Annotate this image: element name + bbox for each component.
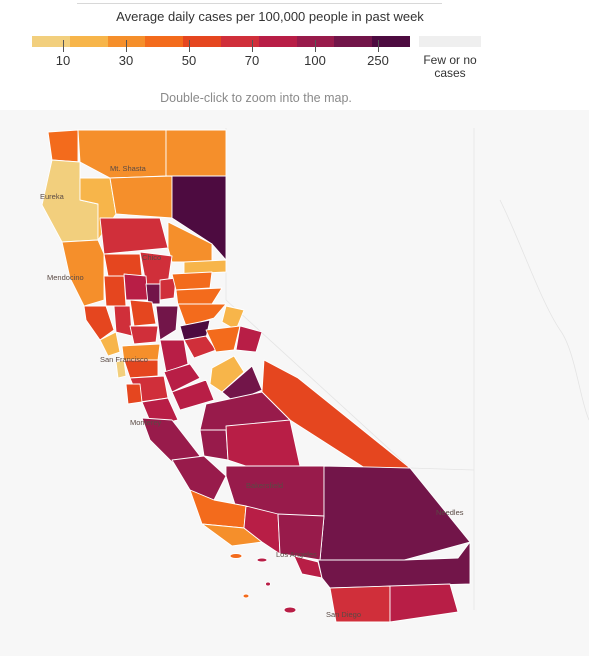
county[interactable] <box>165 129 227 177</box>
county[interactable] <box>171 271 213 291</box>
county[interactable] <box>109 175 173 219</box>
county[interactable] <box>115 359 127 379</box>
county[interactable] <box>199 429 229 461</box>
county[interactable] <box>243 505 281 555</box>
legend-no-data-swatch <box>419 36 481 47</box>
city-label-mendocino: Mendocino <box>47 273 84 282</box>
island <box>229 553 243 559</box>
city-label-monterey: Monterey <box>130 418 162 427</box>
county[interactable] <box>159 277 177 301</box>
county[interactable] <box>129 299 157 327</box>
legend-tick-label: 250 <box>367 53 389 68</box>
legend-no-data-label: Few or no cases <box>423 53 477 80</box>
legend-swatch-6 <box>220 36 259 47</box>
county[interactable] <box>277 513 325 561</box>
legend-swatch-2 <box>69 36 108 47</box>
island <box>265 581 271 587</box>
city-label-chico: Chico <box>142 253 161 262</box>
county[interactable] <box>177 303 227 327</box>
city-label-mt-shasta: Mt. Shasta <box>110 164 147 173</box>
legend-title: Average daily cases per 100,000 people i… <box>116 9 424 24</box>
county[interactable] <box>113 305 133 337</box>
legend-swatch-10 <box>372 36 410 47</box>
island <box>256 557 268 563</box>
county[interactable] <box>171 379 215 411</box>
county[interactable] <box>145 283 161 305</box>
legend-swatch-7 <box>258 36 297 47</box>
city-label-san-diego: San Diego <box>326 610 361 619</box>
legend-color-scale <box>32 36 410 47</box>
legend-tick-label: 10 <box>55 53 71 68</box>
city-label-bakersfield: Bakersfield <box>246 481 283 490</box>
county[interactable] <box>103 253 143 277</box>
legend-tick-label: 30 <box>118 53 134 68</box>
island <box>283 606 297 614</box>
county[interactable] <box>99 217 169 255</box>
legend-tick-50 <box>189 40 190 52</box>
county[interactable] <box>125 383 143 405</box>
city-label-san-francisco: San Francisco <box>100 355 148 364</box>
county[interactable] <box>183 259 227 275</box>
city-label-needles: Needles <box>436 508 464 517</box>
california-map[interactable]: Mt. Shasta Eureka Chico Mendocino San Fr… <box>0 110 589 656</box>
city-label-eureka: Eureka <box>40 192 65 201</box>
county[interactable] <box>235 325 263 353</box>
county[interactable] <box>205 325 241 353</box>
county[interactable] <box>47 129 79 163</box>
county[interactable] <box>61 239 105 307</box>
neighbor-state-borders <box>225 128 589 610</box>
city-label-los-angeles: Los Angeles <box>276 550 317 559</box>
county[interactable] <box>225 419 301 467</box>
legend-tick-70 <box>252 40 253 52</box>
island <box>242 593 250 599</box>
legend-swatch-4 <box>145 36 184 47</box>
legend-swatch-1 <box>32 36 70 47</box>
legend-tick-label: 100 <box>304 53 326 68</box>
legend-tick-100 <box>315 40 316 52</box>
legend-swatch-9 <box>334 36 373 47</box>
county-layer <box>41 129 471 623</box>
legend-tick-30 <box>126 40 127 52</box>
county[interactable] <box>123 273 149 301</box>
legend-swatch-5 <box>183 36 221 47</box>
county[interactable] <box>129 325 159 345</box>
county[interactable] <box>99 331 121 357</box>
county[interactable] <box>171 175 227 261</box>
county[interactable] <box>103 275 127 307</box>
county[interactable] <box>159 339 189 373</box>
county[interactable] <box>317 541 471 589</box>
legend-tick-label: 50 <box>181 53 197 68</box>
county[interactable] <box>389 583 459 623</box>
county[interactable] <box>155 305 179 341</box>
top-divider <box>77 0 442 4</box>
legend-tick-250 <box>378 40 379 52</box>
legend-tick-label: 70 <box>244 53 260 68</box>
county[interactable] <box>163 363 201 393</box>
county[interactable] <box>171 455 227 501</box>
legend-tick-10 <box>63 40 64 52</box>
zoom-hint: Double-click to zoom into the map. <box>160 91 352 105</box>
county[interactable] <box>83 305 115 341</box>
